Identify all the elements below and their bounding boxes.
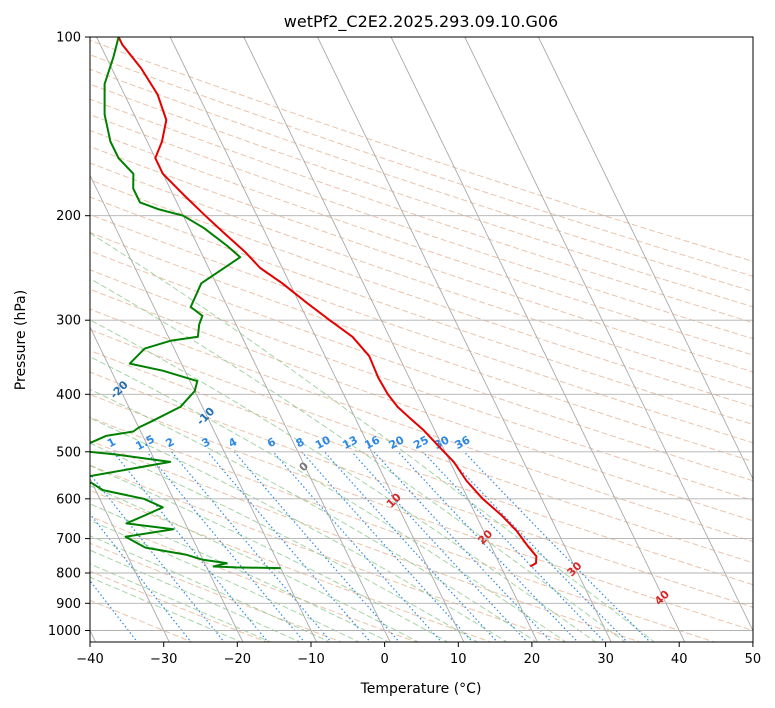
dry-adiabat-line — [90, 599, 194, 642]
x-tick-label: −30 — [150, 652, 177, 667]
mixing-ratio-label: 36 — [453, 433, 473, 452]
x-tick-label: −40 — [76, 652, 103, 667]
dewpoint-profile-line — [90, 37, 281, 570]
mixing-ratio-line — [272, 451, 443, 642]
dry-adiabat-line — [90, 250, 753, 482]
y-tick-label: 1000 — [48, 624, 81, 639]
moist-adiabat-line — [90, 232, 656, 642]
mixing-ratio-label: 10 — [313, 433, 333, 452]
y-tick-label: 300 — [56, 314, 81, 329]
x-tick-label: 0 — [380, 652, 388, 667]
plot-frame — [89, 36, 754, 643]
isotherm-grid-line — [317, 37, 612, 642]
y-tick-label: 600 — [56, 492, 81, 507]
mixing-ratio-lines — [90, 451, 651, 642]
y-axis-ticks: 100 200 300 400 500 600 700 800 900 1000 — [48, 31, 90, 639]
isotherm-grid-line — [90, 477, 170, 642]
dry-adiabat-line — [90, 98, 753, 324]
isotherm-grid-line — [243, 37, 538, 642]
y-tick-label: 700 — [56, 532, 81, 547]
x-tick-label: −20 — [224, 652, 251, 667]
y-tick-label: 400 — [56, 388, 81, 403]
moist-adiabat-line — [90, 442, 479, 642]
isotherm-grid-line — [96, 37, 391, 642]
y-tick-label: 900 — [56, 597, 81, 612]
mixing-ratio-line — [146, 451, 306, 642]
dry-adiabat-line — [90, 329, 753, 564]
dry-adiabat-line — [90, 308, 753, 543]
mixing-ratio-label: 20 — [387, 433, 407, 452]
x-tick-label: −10 — [297, 652, 324, 667]
x-tick-label: 50 — [745, 652, 762, 667]
x-axis-ticks: −40 −30 −20 −10 0 10 20 30 40 50 — [76, 642, 761, 667]
dry-adiabat-line — [90, 68, 753, 292]
y-tick-label: 500 — [56, 445, 81, 460]
mixing-ratio-line — [171, 451, 332, 642]
x-tick-label: 20 — [524, 652, 541, 667]
mixing-ratio-line — [397, 451, 579, 642]
moist-adiabat-line — [90, 503, 390, 642]
dry-adiabat-line — [90, 146, 753, 373]
dry-adiabat-line — [90, 196, 753, 426]
dry-adiabat-line — [90, 393, 753, 632]
moist-adiabat-line — [90, 549, 302, 642]
moist-adiabat-line — [90, 356, 567, 642]
x-axis-label: Temperature (°C) — [360, 681, 482, 697]
mixing-ratio-line — [90, 473, 225, 642]
mixing-ratio-label: 13 — [340, 433, 360, 452]
mixing-ratio-line — [233, 451, 401, 642]
dry-adiabat-line — [90, 232, 753, 463]
mixing-ratio-line — [112, 451, 269, 642]
x-tick-label: 30 — [597, 652, 614, 667]
temperature-profile-line — [117, 37, 538, 568]
dry-adiabat-line — [90, 416, 716, 642]
moist-adiabat-line — [90, 388, 538, 642]
chart-title: wetPf2_C2E2.2025.293.09.10.G06 — [284, 12, 558, 32]
isotherm-grid-line — [537, 37, 753, 481]
moist-adiabat-line — [90, 278, 626, 642]
moist-adiabat-line — [90, 485, 420, 642]
isotherm-grid-line — [464, 37, 753, 632]
isotherm-grid-line — [169, 37, 465, 642]
mixing-ratio-line — [351, 451, 528, 642]
mixing-ratio-line — [442, 451, 629, 642]
dry-adiabat-line — [90, 464, 567, 642]
isotherm-grid-line — [90, 326, 244, 642]
y-tick-label: 100 — [56, 31, 81, 46]
mixing-ratio-label: 30 — [432, 433, 452, 452]
dry-adiabat-line — [90, 162, 753, 390]
dry-adiabat-line — [90, 349, 753, 586]
mixing-ratio-label: 25 — [411, 433, 431, 452]
mixing-ratio-label: 16 — [362, 433, 382, 452]
y-axis-label: Pressure (hPa) — [13, 290, 29, 390]
mixing-ratio-line — [324, 451, 499, 642]
mixing-ratio-line — [463, 451, 651, 642]
dry-adiabats — [90, 39, 753, 642]
x-tick-label: 10 — [450, 652, 467, 667]
moist-adiabat-line — [90, 535, 331, 642]
dry-adiabat-line — [90, 371, 753, 608]
profile-series — [90, 37, 538, 570]
dry-adiabat-line — [90, 114, 753, 340]
x-tick-label: 40 — [671, 652, 688, 667]
mixing-ratio-line — [422, 451, 606, 642]
mixing-ratio-line — [373, 451, 553, 642]
moist-adiabat-line — [90, 563, 272, 642]
dry-adiabat-line — [90, 269, 753, 502]
isotherm-grid-line — [390, 37, 686, 642]
y-tick-label: 200 — [56, 209, 81, 224]
dry-adiabat-line — [90, 440, 642, 642]
dry-adiabat-line — [90, 542, 343, 642]
plot-area: -100-90-80-70-60-50-40-30-20-10010203040… — [90, 37, 753, 642]
moist-adiabat-line — [90, 319, 597, 642]
y-tick-label: 800 — [56, 567, 81, 582]
